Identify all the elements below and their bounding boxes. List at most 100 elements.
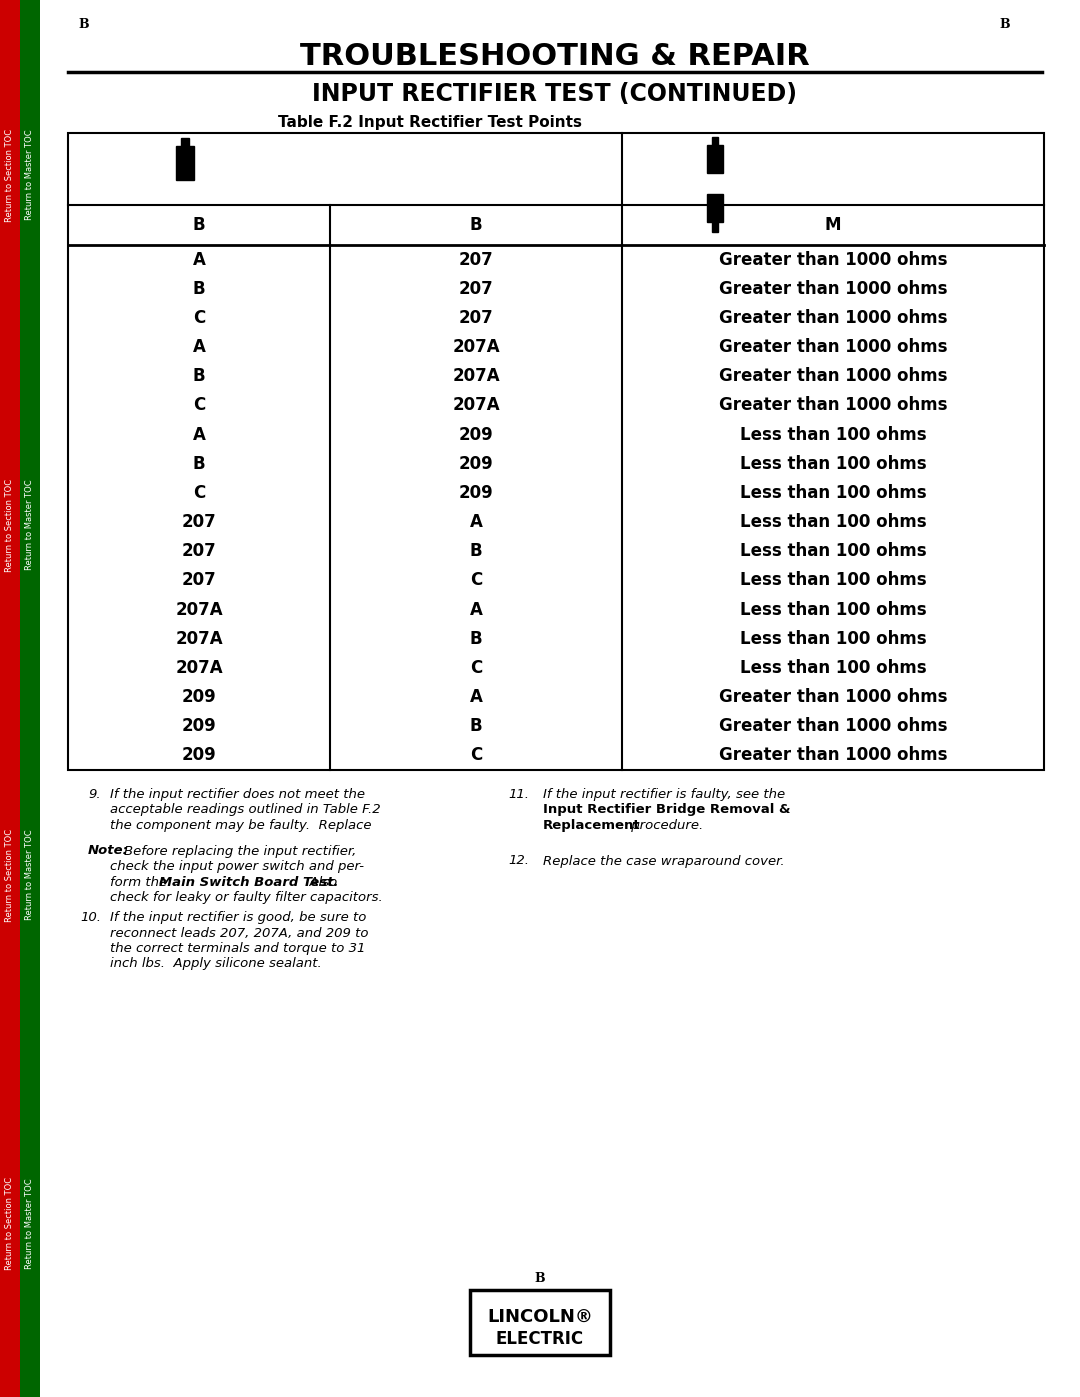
Text: B: B	[999, 18, 1010, 31]
Text: LINCOLN®: LINCOLN®	[487, 1308, 593, 1326]
Text: Note:: Note:	[87, 845, 129, 858]
Text: A: A	[192, 250, 205, 268]
Text: 207: 207	[459, 250, 494, 268]
Text: Greater than 1000 ohms: Greater than 1000 ohms	[719, 689, 947, 705]
Bar	[707, 194, 723, 222]
Bar	[0, 1051, 21, 1397]
Text: Less than 100 ohms: Less than 100 ohms	[740, 630, 927, 648]
Text: 12.: 12.	[508, 855, 529, 868]
Text: 207: 207	[181, 542, 216, 560]
Text: A: A	[192, 338, 205, 356]
Text: Less than 100 ohms: Less than 100 ohms	[740, 601, 927, 619]
Text: inch lbs.  Apply silicone sealant.: inch lbs. Apply silicone sealant.	[110, 957, 322, 971]
Text: Greater than 1000 ohms: Greater than 1000 ohms	[719, 338, 947, 356]
Text: TROUBLESHOOTING & REPAIR: TROUBLESHOOTING & REPAIR	[300, 42, 810, 71]
Text: 10.: 10.	[80, 911, 102, 923]
Text: B: B	[78, 18, 89, 31]
Text: B: B	[192, 455, 205, 472]
Bar	[0, 700, 21, 1051]
Text: If the input rectifier is good, be sure to: If the input rectifier is good, be sure …	[110, 911, 366, 923]
Text: Greater than 1000 ohms: Greater than 1000 ohms	[719, 279, 947, 298]
Text: Input Rectifier Bridge Removal &: Input Rectifier Bridge Removal &	[543, 803, 791, 816]
Bar	[21, 1051, 40, 1397]
Text: Less than 100 ohms: Less than 100 ohms	[740, 426, 927, 444]
Text: Before replacing the input rectifier,: Before replacing the input rectifier,	[124, 845, 356, 858]
Text: INPUT RECTIFIER TEST (CONTINUED): INPUT RECTIFIER TEST (CONTINUED)	[312, 82, 797, 106]
Text: acceptable readings outlined in Table F.2: acceptable readings outlined in Table F.…	[110, 803, 380, 816]
Text: Return to Section TOC: Return to Section TOC	[5, 129, 14, 222]
Text: 207A: 207A	[453, 397, 500, 415]
Text: B: B	[535, 1273, 545, 1285]
Text: Less than 100 ohms: Less than 100 ohms	[740, 542, 927, 560]
Text: Greater than 1000 ohms: Greater than 1000 ohms	[719, 717, 947, 735]
Text: B: B	[470, 630, 483, 648]
Text: 207: 207	[181, 513, 216, 531]
Text: 9.: 9.	[87, 788, 100, 800]
Text: 207A: 207A	[175, 601, 222, 619]
Text: Table F.2 Input Rectifier Test Points: Table F.2 Input Rectifier Test Points	[278, 115, 582, 130]
Text: C: C	[193, 309, 205, 327]
Text: B: B	[470, 717, 483, 735]
Text: If the input rectifier does not meet the: If the input rectifier does not meet the	[110, 788, 365, 800]
Text: Greater than 1000 ohms: Greater than 1000 ohms	[719, 367, 947, 386]
Bar	[21, 0, 40, 351]
Text: A: A	[470, 689, 483, 705]
Text: Less than 100 ohms: Less than 100 ohms	[740, 483, 927, 502]
Text: 207A: 207A	[453, 367, 500, 386]
Text: If the input rectifier is faulty, see the: If the input rectifier is faulty, see th…	[543, 788, 785, 800]
Text: 209: 209	[181, 746, 216, 764]
Text: Return to Master TOC: Return to Master TOC	[26, 479, 35, 570]
Text: procedure.: procedure.	[627, 819, 703, 833]
Bar	[707, 145, 723, 173]
Text: 209: 209	[459, 426, 494, 444]
Text: 209: 209	[181, 689, 216, 705]
Text: the component may be faulty.  Replace: the component may be faulty. Replace	[110, 819, 372, 833]
Text: 207A: 207A	[453, 338, 500, 356]
Text: Less than 100 ohms: Less than 100 ohms	[740, 571, 927, 590]
Text: A: A	[470, 513, 483, 531]
Text: the correct terminals and torque to 31: the correct terminals and torque to 31	[110, 942, 365, 956]
Text: Less than 100 ohms: Less than 100 ohms	[740, 455, 927, 472]
Text: Less than 100 ohms: Less than 100 ohms	[740, 659, 927, 678]
Text: 207: 207	[459, 309, 494, 327]
Text: C: C	[193, 483, 205, 502]
Text: Return to Section TOC: Return to Section TOC	[5, 1176, 14, 1270]
Text: Return to Master TOC: Return to Master TOC	[26, 130, 35, 221]
Bar	[470, 1289, 610, 1355]
Text: C: C	[193, 397, 205, 415]
Text: C: C	[470, 659, 482, 678]
Text: C: C	[470, 746, 482, 764]
Text: B: B	[192, 279, 205, 298]
Text: Greater than 1000 ohms: Greater than 1000 ohms	[719, 250, 947, 268]
Text: 11.: 11.	[508, 788, 529, 800]
Text: reconnect leads 207, 207A, and 209 to: reconnect leads 207, 207A, and 209 to	[110, 926, 368, 940]
Bar	[0, 351, 21, 700]
Text: Main Switch Board Test.: Main Switch Board Test.	[159, 876, 338, 888]
Text: A: A	[192, 426, 205, 444]
Text: 207A: 207A	[175, 630, 222, 648]
Text: ELECTRIC: ELECTRIC	[496, 1330, 584, 1348]
Text: B: B	[192, 217, 205, 235]
Text: check the input power switch and per-: check the input power switch and per-	[110, 861, 364, 873]
Text: 207: 207	[459, 279, 494, 298]
Text: check for leaky or faulty filter capacitors.: check for leaky or faulty filter capacit…	[110, 891, 382, 904]
Text: Greater than 1000 ohms: Greater than 1000 ohms	[719, 309, 947, 327]
Text: M: M	[825, 217, 841, 235]
Text: B: B	[192, 367, 205, 386]
Bar	[712, 137, 718, 147]
Bar	[181, 138, 189, 148]
Bar	[21, 351, 40, 700]
Text: 207A: 207A	[175, 659, 222, 678]
Text: Greater than 1000 ohms: Greater than 1000 ohms	[719, 746, 947, 764]
Text: Greater than 1000 ohms: Greater than 1000 ohms	[719, 397, 947, 415]
Text: Return to Master TOC: Return to Master TOC	[26, 1178, 35, 1268]
Text: Return to Master TOC: Return to Master TOC	[26, 830, 35, 921]
Bar	[21, 700, 40, 1051]
Text: Return to Section TOC: Return to Section TOC	[5, 478, 14, 571]
Bar	[68, 133, 1044, 770]
Text: Replacement: Replacement	[543, 819, 640, 833]
Text: 209: 209	[459, 483, 494, 502]
Bar	[0, 0, 21, 351]
Bar	[712, 222, 718, 232]
Text: A: A	[470, 601, 483, 619]
